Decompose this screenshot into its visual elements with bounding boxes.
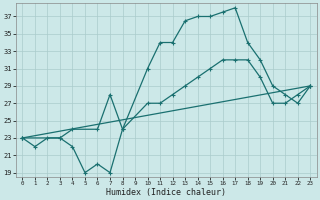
X-axis label: Humidex (Indice chaleur): Humidex (Indice chaleur) [106, 188, 226, 197]
